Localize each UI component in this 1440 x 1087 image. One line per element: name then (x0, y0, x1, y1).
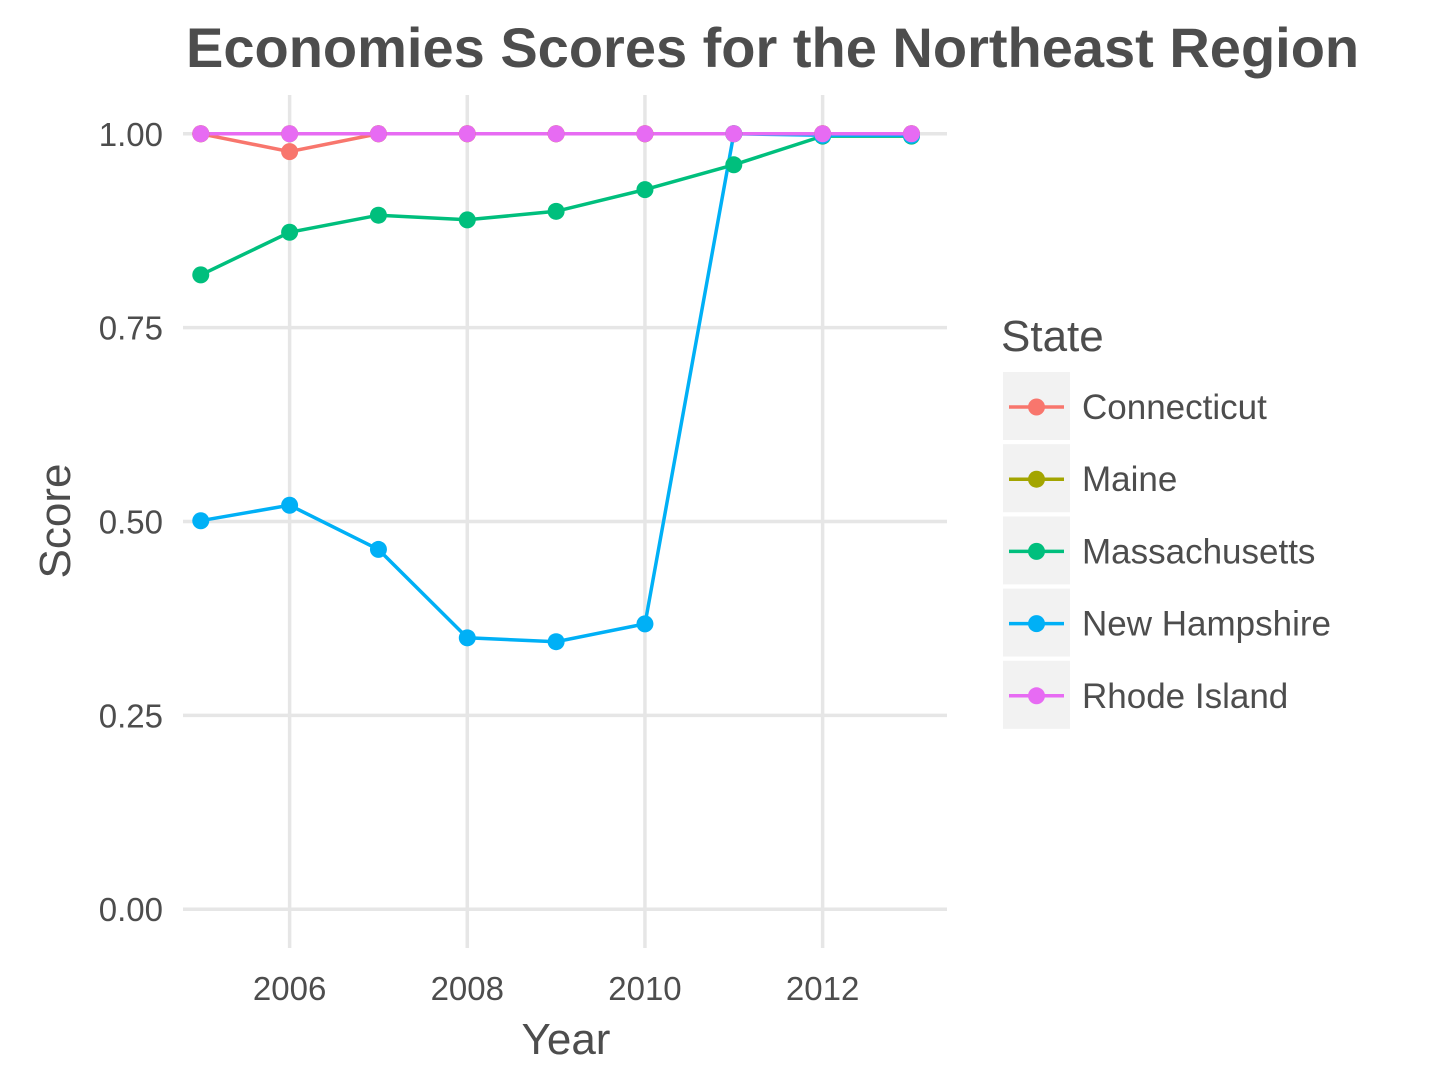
data-point-new-hampshire (369, 540, 387, 558)
y-tick-label: 0.75 (99, 310, 163, 347)
legend-label-connecticut: Connecticut (1082, 388, 1267, 427)
series-points (192, 125, 920, 651)
legend-label-rhode-island: Rhode Island (1082, 677, 1288, 716)
legend-item-connecticut: Connecticut (1003, 372, 1267, 440)
y-axis-title: Score (31, 464, 80, 579)
legend-label-maine: Maine (1082, 460, 1177, 499)
legend-item-rhode-island: Rhode Island (1003, 660, 1288, 729)
y-tick-label: 0.50 (99, 504, 163, 541)
data-point-new-hampshire (458, 629, 476, 647)
legend-key-point (1028, 615, 1045, 633)
y-tick-label: 0.25 (99, 697, 163, 734)
data-point-rhode-island (192, 125, 210, 143)
data-point-new-hampshire (192, 512, 210, 530)
data-point-massachusetts (369, 206, 387, 224)
data-point-rhode-island (281, 125, 299, 143)
x-tick-labels: 2006 2008 2010 2012 (253, 970, 859, 1007)
data-point-rhode-island (458, 125, 476, 143)
data-point-rhode-island (725, 125, 743, 143)
y-tick-label: 1.00 (99, 116, 163, 153)
data-point-massachusetts (725, 156, 743, 174)
legend-title: State (1001, 312, 1104, 361)
data-point-new-hampshire (281, 496, 299, 514)
y-tick-labels: 0.00 0.25 0.50 0.75 1.00 (99, 116, 163, 928)
data-point-massachusetts (281, 223, 299, 241)
data-point-massachusetts (192, 266, 210, 284)
data-point-rhode-island (902, 125, 920, 143)
data-point-massachusetts (636, 181, 654, 199)
data-point-rhode-island (547, 125, 565, 143)
legend-key-point (1028, 470, 1045, 488)
x-tick-label: 2012 (786, 970, 859, 1007)
legend-key-point (1028, 687, 1045, 705)
data-point-massachusetts (458, 211, 476, 229)
x-axis-title: Year (522, 1015, 611, 1064)
data-point-rhode-island (814, 125, 832, 143)
data-point-new-hampshire (547, 633, 565, 651)
legend-item-maine: Maine (1003, 444, 1177, 513)
legend-key-point (1028, 398, 1045, 416)
legend: State Connecticut Maine Massachusetts New H… (1001, 312, 1331, 729)
legend-item-massachusetts: Massachusetts (1003, 516, 1315, 585)
grid (183, 95, 947, 948)
legend-item-new-hampshire: New Hampshire (1003, 588, 1331, 657)
data-point-massachusetts (547, 202, 565, 220)
data-point-rhode-island (636, 125, 654, 143)
x-tick-label: 2010 (608, 970, 681, 1007)
data-point-connecticut (281, 143, 299, 161)
legend-label-massachusetts: Massachusetts (1082, 532, 1315, 571)
legend-label-new-hampshire: New Hampshire (1082, 605, 1331, 644)
legend-key-point (1028, 542, 1045, 560)
chart-title: Economies Scores for the Northeast Regio… (186, 16, 1359, 79)
x-tick-label: 2008 (431, 970, 504, 1007)
y-tick-label: 0.00 (99, 891, 163, 928)
x-tick-label: 2006 (253, 970, 326, 1007)
data-point-new-hampshire (636, 615, 654, 633)
data-point-rhode-island (369, 125, 387, 143)
